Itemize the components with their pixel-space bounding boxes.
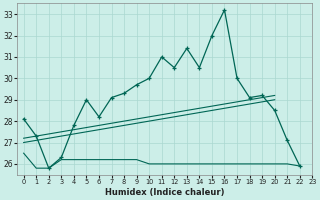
X-axis label: Humidex (Indice chaleur): Humidex (Indice chaleur) (105, 188, 225, 197)
